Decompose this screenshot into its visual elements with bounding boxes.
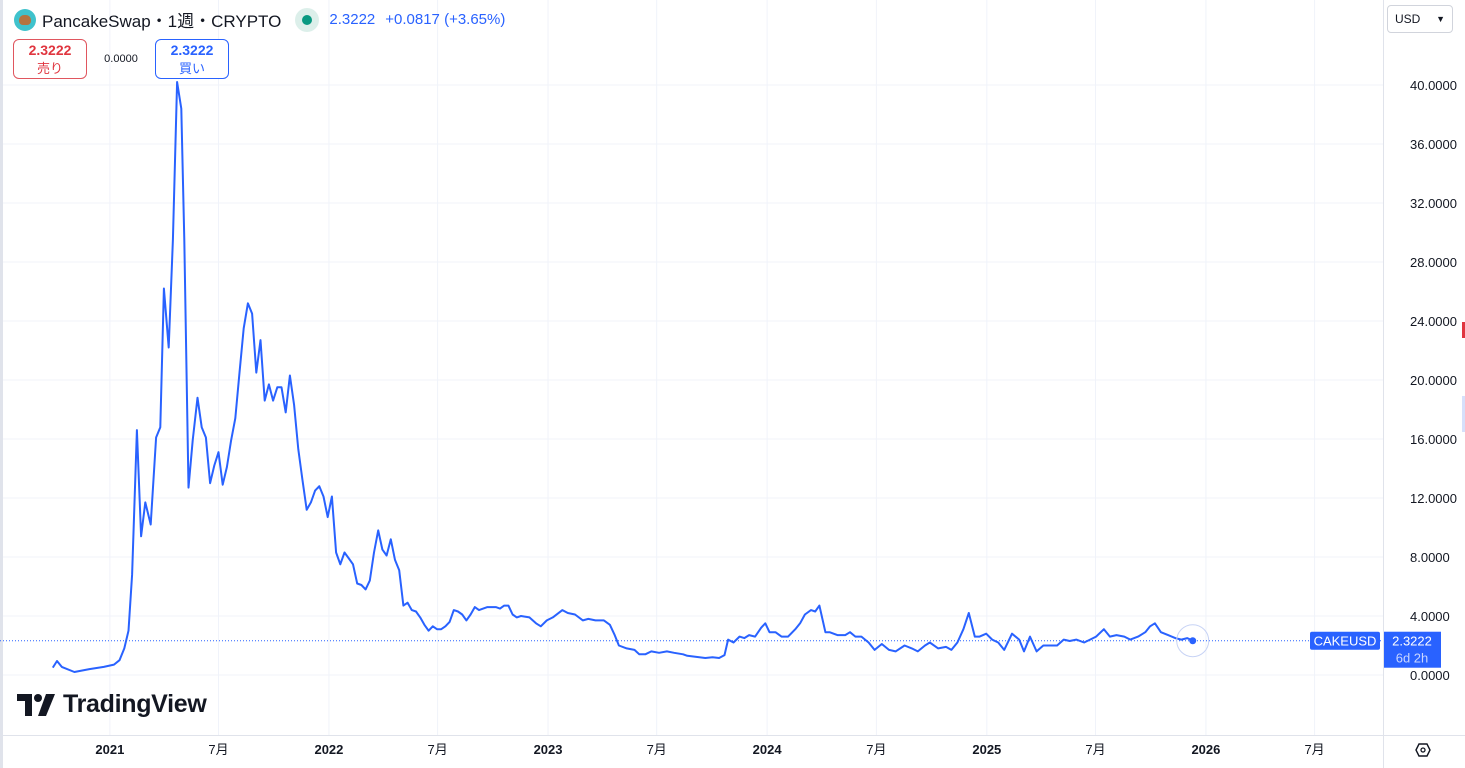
market-status-icon[interactable] xyxy=(295,7,320,32)
spread-value: 0.0000 xyxy=(104,53,138,65)
x-tick-label: 2024 xyxy=(753,742,783,757)
y-tick-label: 24.0000 xyxy=(1410,314,1457,329)
sell-edge-marker xyxy=(1462,322,1465,338)
buy-price: 2.3222 xyxy=(170,41,214,58)
x-tick-label: 2021 xyxy=(95,742,124,757)
price-axis-label: 2.3222 xyxy=(1392,634,1432,649)
y-tick-label: 4.0000 xyxy=(1410,609,1450,624)
sell-price: 2.3222 xyxy=(28,41,72,58)
y-tick-label: 0.0000 xyxy=(1410,668,1450,683)
x-tick-label: 7月 xyxy=(208,742,228,757)
y-tick-label: 40.0000 xyxy=(1410,78,1457,93)
sell-label: 売り xyxy=(36,60,63,76)
y-tick-label: 32.0000 xyxy=(1410,196,1457,211)
left-border xyxy=(0,0,3,768)
price-label-bg xyxy=(1384,631,1441,668)
symbol-label: CAKEUSD xyxy=(1314,634,1377,649)
x-tick-label: 2026 xyxy=(1191,742,1220,757)
x-tick-label: 7月 xyxy=(647,742,667,757)
y-tick-label: 12.0000 xyxy=(1410,491,1457,506)
last-price: 2.3222 xyxy=(329,11,376,28)
y-tick-label: 36.0000 xyxy=(1410,137,1457,152)
last-point-marker xyxy=(1189,637,1197,645)
settings-icon-center xyxy=(1420,747,1426,753)
bar-countdown: 6d 2h xyxy=(1396,651,1429,666)
tradingview-logo-icon xyxy=(17,693,55,716)
last-point-halo xyxy=(1176,624,1210,658)
y-tick-label: 20.0000 xyxy=(1410,373,1457,388)
x-tick-label: 7月 xyxy=(427,742,447,757)
x-tick-label: 7月 xyxy=(1085,742,1105,757)
tradingview-logo[interactable]: TradingView xyxy=(17,690,207,719)
x-tick-label: 2023 xyxy=(534,742,563,757)
x-tick-label: 2022 xyxy=(314,742,343,757)
trade-panel: 2.3222 売り 0.0000 2.3222 買い xyxy=(13,39,229,79)
y-tick-label: 8.0000 xyxy=(1410,550,1450,565)
chevron-down-icon: ▼ xyxy=(1436,14,1445,24)
buy-edge-marker xyxy=(1462,396,1465,432)
currency-value: USD xyxy=(1395,12,1421,26)
buy-label: 買い xyxy=(178,60,205,76)
price-change: +0.0817 (+3.65%) xyxy=(385,11,506,28)
sell-button[interactable]: 2.3222 売り xyxy=(13,39,87,79)
buy-button[interactable]: 2.3222 買い xyxy=(155,39,229,79)
symbol-label-bg xyxy=(1310,631,1380,650)
settings-icon[interactable] xyxy=(1415,743,1431,757)
logo-text: TradingView xyxy=(63,690,207,718)
y-tick-label: 28.0000 xyxy=(1410,255,1457,270)
x-tick-label: 7月 xyxy=(1304,742,1324,757)
price-line xyxy=(51,81,1194,673)
x-tick-label: 2025 xyxy=(972,742,1001,757)
symbol-title: PancakeSwap・1週・CRYPTO xyxy=(42,12,282,31)
currency-select[interactable]: USD ▼ xyxy=(1387,5,1453,33)
pancakeswap-logo-icon xyxy=(14,8,36,31)
symbol-header[interactable]: PancakeSwap・1週・CRYPTO 2.3222 +0.0817 (+3… xyxy=(14,7,505,32)
y-tick-label: 16.0000 xyxy=(1410,432,1457,447)
x-tick-label: 7月 xyxy=(866,742,886,757)
